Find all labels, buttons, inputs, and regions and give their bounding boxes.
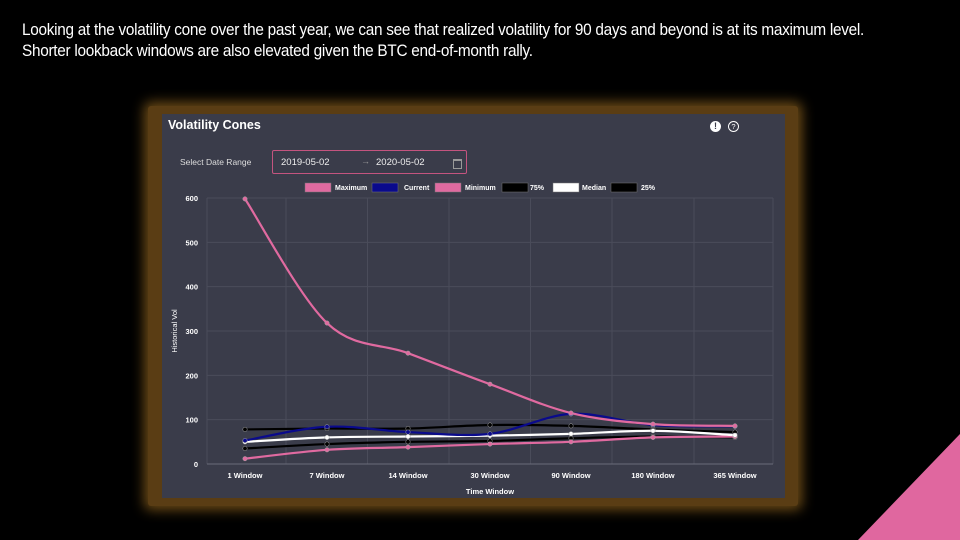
series-minimum-point <box>568 439 574 445</box>
y-tick-label: 400 <box>185 283 198 292</box>
legend-label: 25% <box>641 185 656 192</box>
series-maximum-point <box>650 421 656 427</box>
y-tick-label: 200 <box>185 371 198 380</box>
x-tick-label: 90 Window <box>551 471 590 480</box>
y-tick-label: 100 <box>185 416 198 425</box>
x-tick-label: 365 Window <box>713 471 756 480</box>
x-tick-label: 1 Window <box>228 471 263 480</box>
y-axis-title: Historical Vol <box>170 309 179 353</box>
legend-label: Minimum <box>465 185 496 192</box>
series-maximum-point <box>405 350 411 356</box>
y-tick-label: 0 <box>194 460 198 469</box>
series-median-point <box>650 428 656 434</box>
series-25pct-point <box>242 446 248 451</box>
series-maximum-point <box>568 410 574 416</box>
series-75pct-point <box>568 423 574 429</box>
date-start-input[interactable]: 2019-05-02 <box>281 157 330 168</box>
x-tick-label: 30 Window <box>470 471 509 480</box>
series-median-point <box>324 434 330 440</box>
x-tick-label: 14 Window <box>388 471 427 480</box>
series-minimum-point <box>650 434 656 440</box>
series-median-point <box>732 432 738 438</box>
legend-label: 75% <box>530 185 545 192</box>
legend-swatch <box>434 182 462 193</box>
series-25pct-point <box>324 441 330 447</box>
exclamation-circle-icon[interactable]: ! <box>710 121 721 132</box>
series-minimum-point <box>242 456 248 462</box>
x-tick-label: 180 Window <box>631 471 674 480</box>
series-25pct-point <box>405 439 411 445</box>
caption-line-2: Shorter lookback windows are also elevat… <box>22 42 533 60</box>
legend-label: Median <box>582 185 606 192</box>
series-current-point <box>405 429 411 435</box>
caption-line-1: Looking at the volatility cone over the … <box>22 21 865 39</box>
series-maximum-point <box>732 423 738 429</box>
question-circle-icon[interactable]: ? <box>728 121 739 132</box>
legend-swatch <box>501 182 529 193</box>
y-tick-label: 300 <box>185 327 198 336</box>
series-current-point <box>487 431 493 437</box>
series-median-point <box>568 431 574 437</box>
slide-caption: Looking at the volatility cone over the … <box>22 20 878 62</box>
series-current-point <box>242 438 248 443</box>
series-75pct-point <box>242 426 248 432</box>
date-range-picker[interactable]: 2019-05-02 → 2020-05-02 <box>272 150 467 174</box>
series-maximum-point <box>324 320 330 326</box>
series-maximum-point <box>242 196 248 202</box>
calendar-icon[interactable] <box>453 159 462 169</box>
y-tick-label: 500 <box>185 238 198 247</box>
legend-swatch <box>610 182 638 193</box>
series-maximum-point <box>487 381 493 387</box>
y-tick-label: 600 <box>185 194 198 203</box>
x-tick-label: 7 Window <box>310 471 345 480</box>
date-range-label: Select Date Range <box>180 157 252 167</box>
series-minimum-point <box>324 447 330 453</box>
arrow-right-icon: → <box>361 156 370 166</box>
series-current-point <box>324 424 330 430</box>
series-minimum-point <box>405 444 411 450</box>
legend-swatch <box>552 182 580 193</box>
panel-title: Volatility Cones <box>168 118 261 132</box>
legend-swatch <box>371 182 399 193</box>
legend-label: Current <box>404 185 430 192</box>
legend-swatch <box>304 182 332 193</box>
date-end-input[interactable]: 2020-05-02 <box>376 157 425 168</box>
series-75pct-point <box>487 422 493 428</box>
x-axis-title: Time Window <box>466 487 514 496</box>
series-minimum-point <box>487 441 493 447</box>
legend-label: Maximum <box>335 185 367 192</box>
